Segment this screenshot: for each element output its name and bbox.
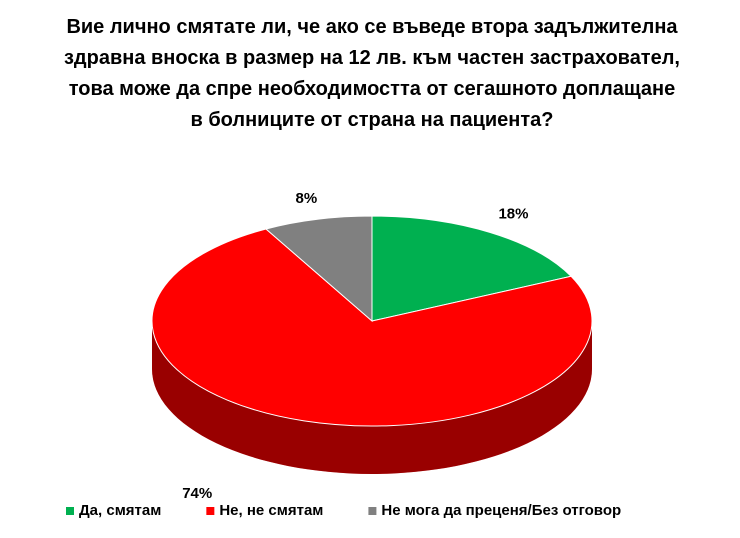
slice bbox=[151, 228, 593, 427]
slice-side-shade bbox=[152, 321, 592, 474]
legend-swatch bbox=[66, 507, 74, 515]
legend-swatch bbox=[206, 507, 215, 515]
legend-swatch bbox=[368, 507, 377, 515]
data-label: 18% bbox=[498, 206, 528, 223]
data-label: 8% bbox=[296, 190, 318, 207]
legend-label: Не мога да преценя/Без отговор bbox=[381, 502, 621, 519]
legend-label: Да, смятам bbox=[79, 502, 161, 519]
slice-side bbox=[152, 321, 592, 474]
data-label: 74% bbox=[182, 485, 212, 502]
chart-title: Вие лично смятате ли, че ако се въведе в… bbox=[63, 16, 680, 131]
slice bbox=[371, 215, 573, 322]
slice bbox=[264, 215, 373, 323]
legend-label: Не, не смятам bbox=[219, 502, 323, 519]
